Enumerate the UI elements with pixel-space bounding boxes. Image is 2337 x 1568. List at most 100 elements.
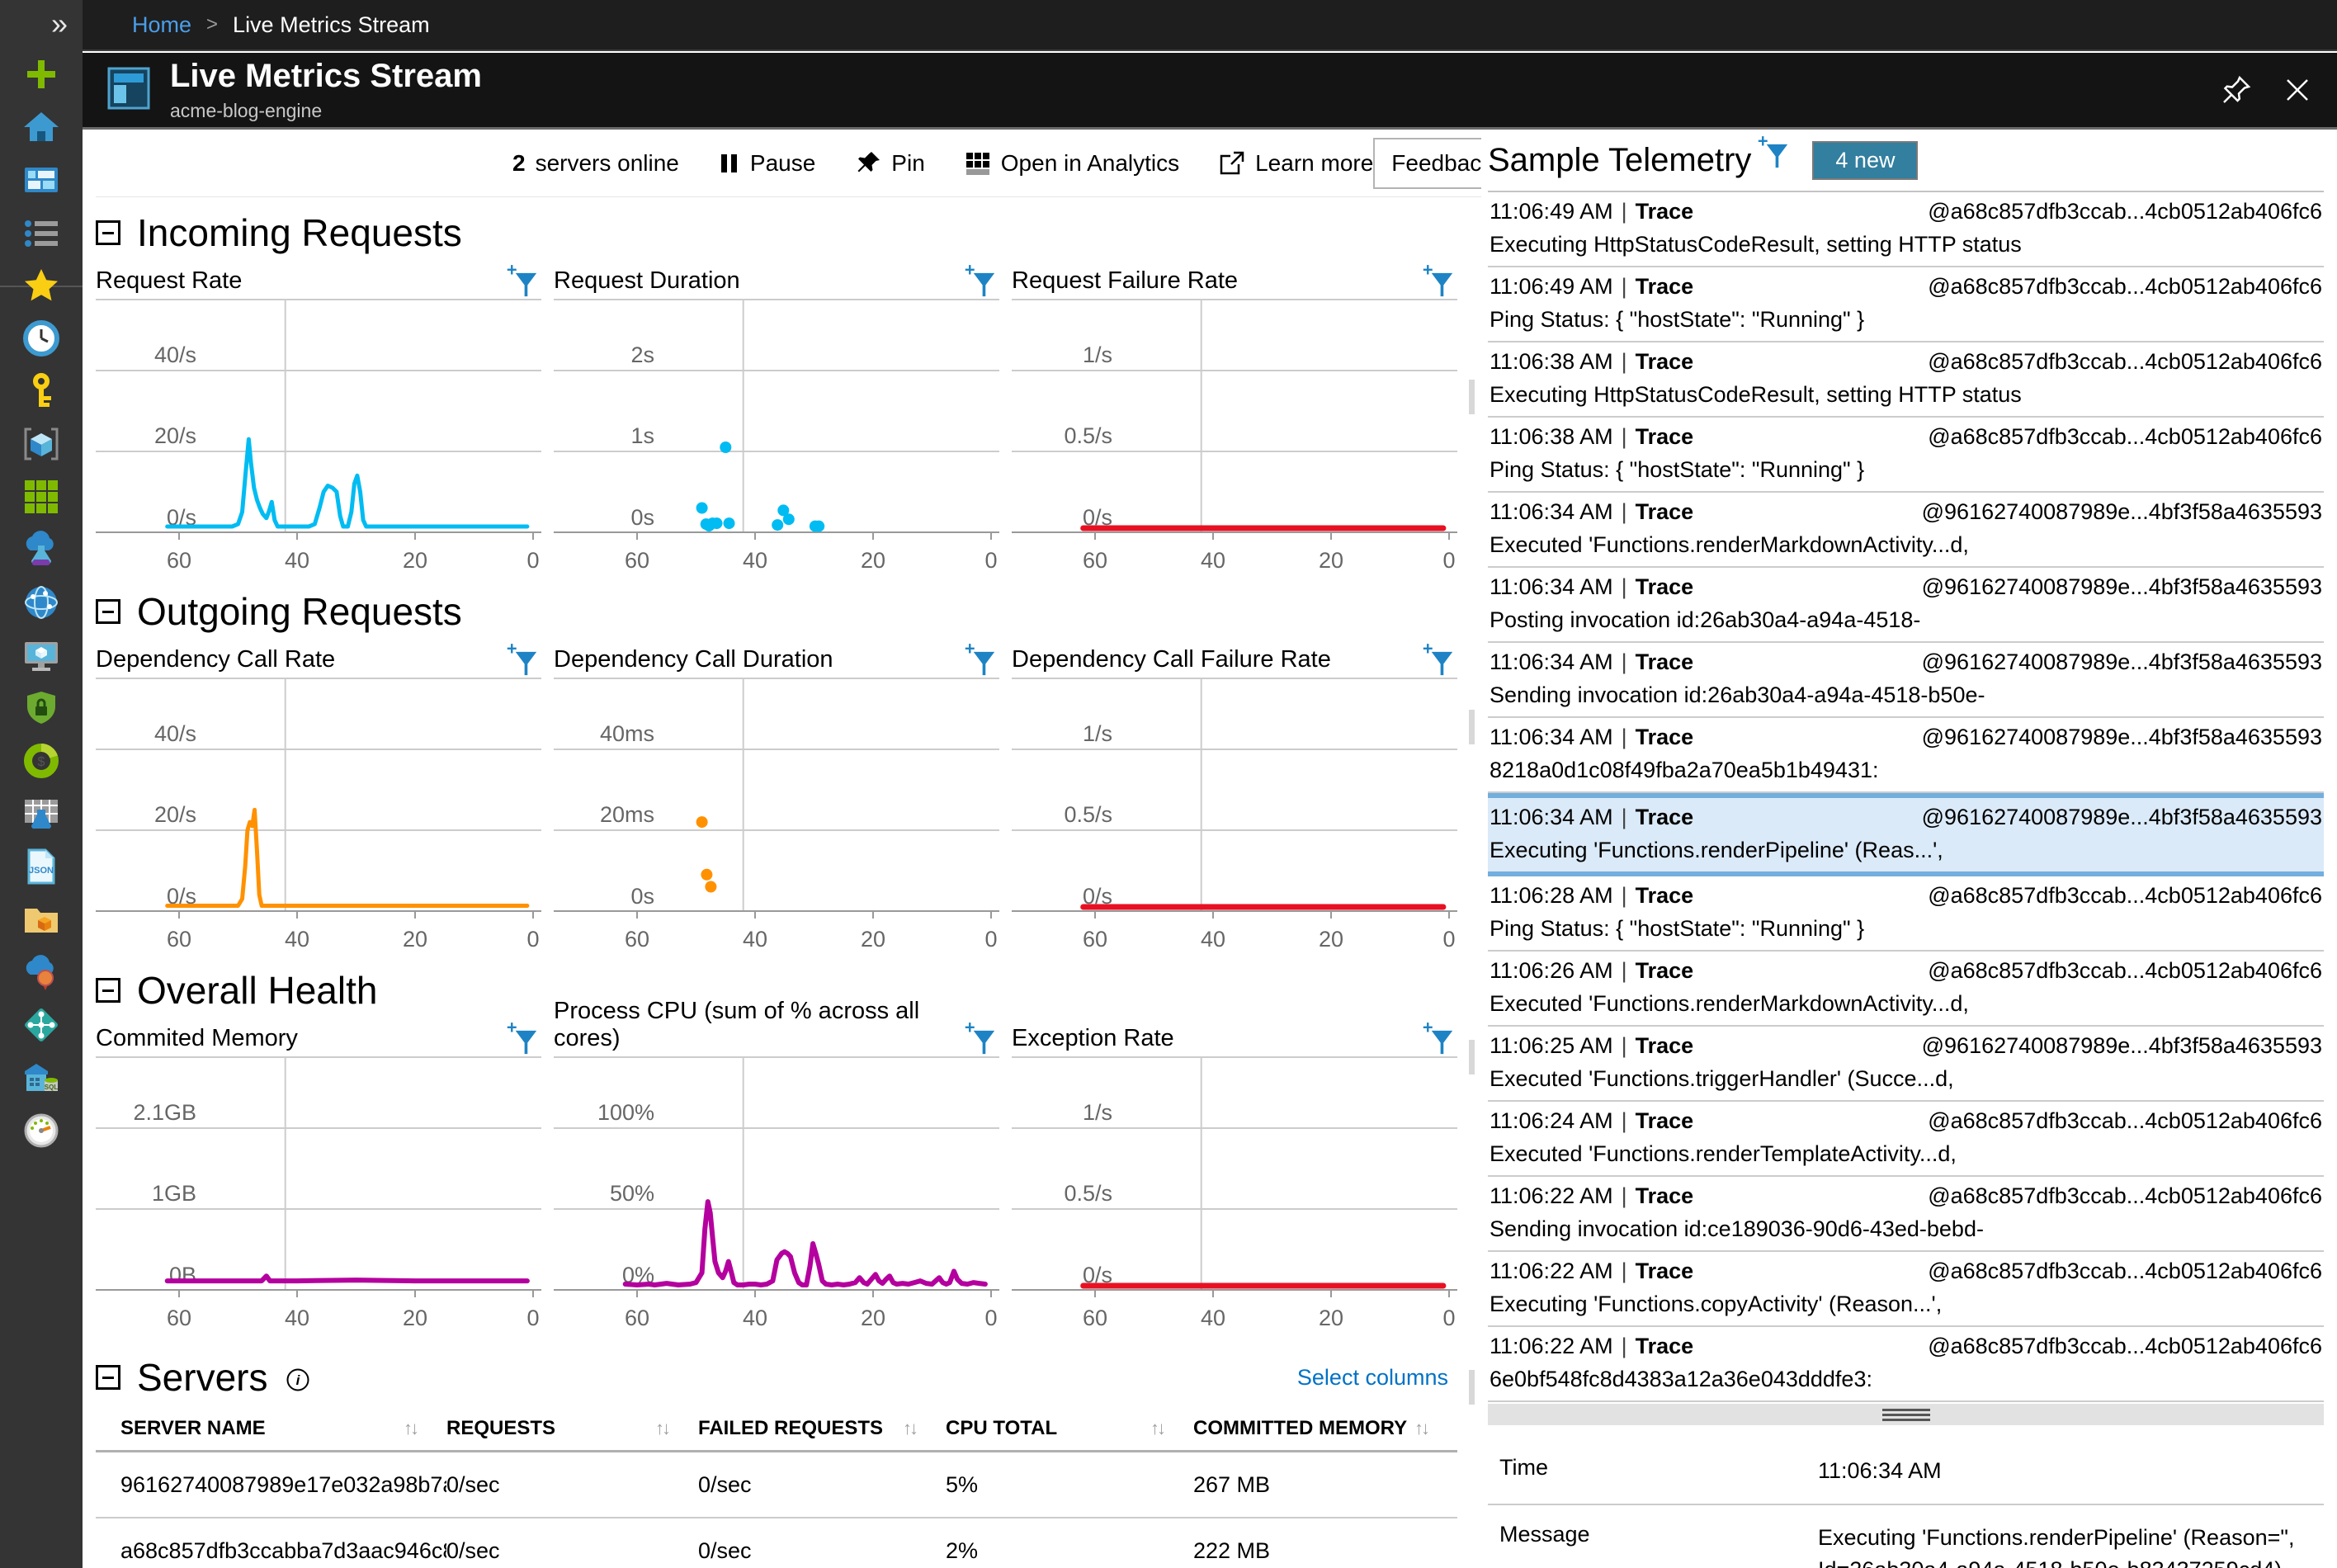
- traffic-manager-icon[interactable]: [0, 999, 83, 1051]
- charts-scrollbar[interactable]: [1469, 710, 1475, 744]
- telemetry-filter-icon[interactable]: +: [1756, 130, 1789, 174]
- svg-text:0s: 0s: [630, 884, 654, 909]
- breadcrumb-home-link[interactable]: Home: [132, 12, 192, 37]
- entry-type: Trace: [1635, 1183, 1694, 1208]
- telemetry-entry[interactable]: 11:06:28 AM | Trace @a68c857dfb3ccab...4cb0…: [1488, 876, 2324, 952]
- chart-title: Commited Memory: [96, 1025, 298, 1051]
- cost-management-icon[interactable]: $: [0, 734, 83, 787]
- collapse-section-icon[interactable]: [96, 978, 120, 1003]
- favorites-star-icon[interactable]: [0, 259, 83, 312]
- entry-separator: |: [1621, 274, 1627, 299]
- svg-text:40: 40: [743, 1306, 767, 1329]
- column-header[interactable]: COMMITTED MEMORY ↑↓: [1193, 1417, 1457, 1440]
- svg-text:1s: 1s: [630, 423, 654, 448]
- entry-message: Executed 'Functions.renderMarkdownActivi…: [1490, 991, 1969, 1016]
- resource-group-folder-icon[interactable]: [0, 893, 83, 946]
- telemetry-entry[interactable]: 11:06:22 AM | Trace @a68c857dfb3ccab...4cb0…: [1488, 1327, 2324, 1402]
- telemetry-entry[interactable]: 11:06:34 AM | Trace @96162740087989e...4bf3…: [1488, 643, 2324, 718]
- telemetry-entry[interactable]: 11:06:34 AM | Trace @96162740087989e...4bf3…: [1488, 493, 2324, 568]
- entry-time: 11:06:24 AM: [1490, 1108, 1613, 1133]
- open-in-analytics-button[interactable]: Open in Analytics: [965, 150, 1179, 177]
- virtual-machine-cube-icon[interactable]: [0, 418, 83, 470]
- column-label: REQUESTS: [446, 1416, 556, 1439]
- dashboard-icon[interactable]: [0, 153, 83, 206]
- chart-card-4: Dependency Call Duration +60 40 20 0 0s 20ms 40…: [554, 639, 999, 955]
- telemetry-entry[interactable]: 11:06:26 AM | Trace @a68c857dfb3ccab...4cb0…: [1488, 952, 2324, 1027]
- charts-scrollbar[interactable]: [1469, 380, 1475, 414]
- filter-add-icon[interactable]: +: [505, 1018, 538, 1060]
- cloud-certificate-icon[interactable]: [0, 946, 83, 999]
- svg-text:1/s: 1/s: [1083, 342, 1112, 367]
- close-blade-icon[interactable]: [2281, 73, 2314, 106]
- svg-text:40: 40: [743, 927, 767, 951]
- entry-type: Trace: [1635, 499, 1694, 524]
- telemetry-entry[interactable]: 11:06:34 AM | Trace @96162740087989e...4bf3…: [1488, 718, 2324, 793]
- learn-more-button[interactable]: Learn more: [1219, 150, 1373, 177]
- metrics-gauge-icon[interactable]: [0, 1104, 83, 1157]
- entry-host: @a68c857dfb3ccab...4cb0512ab406fc6: [1928, 1259, 2322, 1283]
- new-items-badge[interactable]: 4 new: [1812, 140, 1919, 180]
- charts-scrollbar[interactable]: [1469, 1040, 1475, 1074]
- filter-add-icon[interactable]: +: [1421, 639, 1454, 682]
- filter-add-icon[interactable]: +: [505, 260, 538, 303]
- entry-message: Sending invocation id:26ab30a4-a94a-4518…: [1490, 682, 1985, 707]
- svg-text:+: +: [965, 1020, 975, 1038]
- pin-blade-icon[interactable]: [2220, 73, 2253, 106]
- table-row[interactable]: 96162740087989e17e032a98b7ab9...0/sec0/s…: [96, 1452, 1457, 1518]
- security-shield-icon[interactable]: [0, 682, 83, 734]
- filter-add-icon[interactable]: +: [963, 639, 996, 682]
- charts-scrollbar[interactable]: [1469, 1370, 1475, 1405]
- column-header[interactable]: REQUESTS ↑↓: [446, 1417, 698, 1440]
- filter-add-icon[interactable]: +: [963, 1018, 996, 1060]
- json-document-icon[interactable]: JSON: [0, 840, 83, 893]
- home-icon[interactable]: [0, 101, 83, 153]
- telemetry-entry[interactable]: 11:06:22 AM | Trace @a68c857dfb3ccab...4cb0…: [1488, 1252, 2324, 1327]
- telemetry-entry[interactable]: 11:06:34 AM | Trace @96162740087989e...4bf3…: [1488, 568, 2324, 643]
- filter-add-icon[interactable]: +: [505, 639, 538, 682]
- collapse-section-icon[interactable]: [96, 220, 120, 245]
- telemetry-entry[interactable]: 11:06:22 AM | Trace @a68c857dfb3ccab...4cb0…: [1488, 1177, 2324, 1252]
- entry-message: Ping Status: { "hostState": "Running" }: [1490, 307, 1865, 332]
- filter-add-icon[interactable]: +: [963, 260, 996, 303]
- column-header[interactable]: CPU TOTAL ↑↓: [946, 1417, 1193, 1440]
- telemetry-entry[interactable]: 11:06:34 AM | Trace @96162740087989e...4bf3…: [1488, 793, 2324, 876]
- filter-add-icon[interactable]: +: [1421, 260, 1454, 303]
- overall-health-charts: Commited Memory +60 40 20 0 0B 1GB 2.1GB Process…: [96, 998, 1481, 1334]
- vm-monitor-icon[interactable]: [0, 629, 83, 682]
- column-header[interactable]: FAILED REQUESTS ↑↓: [698, 1417, 946, 1440]
- chart-plot: 60 40 20 00/s20/s40/s: [96, 678, 541, 952]
- sidebar-expand-icon[interactable]: »: [50, 7, 68, 40]
- svg-text:0: 0: [1442, 1306, 1455, 1329]
- telemetry-entry[interactable]: 11:06:25 AM | Trace @96162740087989e...4bf3…: [1488, 1027, 2324, 1102]
- collapse-section-icon[interactable]: [96, 1365, 120, 1390]
- entry-time: 11:06:34 AM: [1490, 574, 1613, 599]
- filter-add-icon[interactable]: +: [1421, 1018, 1454, 1060]
- all-services-icon[interactable]: [0, 206, 83, 259]
- entry-separator: |: [1621, 499, 1627, 524]
- devtest-labs-icon[interactable]: [0, 523, 83, 576]
- sql-warehouse-icon[interactable]: SQL: [0, 1051, 83, 1104]
- create-resource-icon[interactable]: [0, 48, 83, 101]
- telemetry-list: 11:06:49 AM | Trace @a68c857dfb3ccab...4cb0…: [1488, 192, 2324, 1402]
- template-lab-icon[interactable]: [0, 787, 83, 840]
- details-splitter-handle[interactable]: [1488, 1404, 2324, 1425]
- telemetry-entry[interactable]: 11:06:49 AM | Trace @a68c857dfb3ccab...4cb0…: [1488, 192, 2324, 267]
- entry-message: Executed 'Functions.renderMarkdownActivi…: [1490, 532, 1969, 557]
- pause-button[interactable]: Pause: [719, 150, 815, 177]
- pin-label: Pin: [891, 149, 925, 176]
- telemetry-entry[interactable]: 11:06:49 AM | Trace @a68c857dfb3ccab...4cb0…: [1488, 267, 2324, 342]
- table-row[interactable]: a68c857dfb3ccabba7d3aac946c84b...0/sec0/…: [96, 1518, 1457, 1568]
- column-header[interactable]: SERVER NAME ↑↓: [96, 1417, 446, 1440]
- key-vault-icon[interactable]: [0, 365, 83, 418]
- pin-button[interactable]: Pin: [855, 149, 925, 177]
- telemetry-entry[interactable]: 11:06:38 AM | Trace @a68c857dfb3ccab...4cb0…: [1488, 418, 2324, 493]
- info-icon[interactable]: i: [286, 1367, 310, 1392]
- collapse-section-icon[interactable]: [96, 599, 120, 624]
- telemetry-entry[interactable]: 11:06:24 AM | Trace @a68c857dfb3ccab...4cb0…: [1488, 1102, 2324, 1177]
- telemetry-entry[interactable]: 11:06:38 AM | Trace @a68c857dfb3ccab...4cb0…: [1488, 342, 2324, 418]
- network-globe-icon[interactable]: [0, 576, 83, 629]
- all-resources-grid-icon[interactable]: [0, 470, 83, 523]
- recent-clock-icon[interactable]: [0, 312, 83, 365]
- select-columns-link[interactable]: Select columns: [1296, 1364, 1448, 1390]
- open-in-analytics-label: Open in Analytics: [1000, 149, 1180, 176]
